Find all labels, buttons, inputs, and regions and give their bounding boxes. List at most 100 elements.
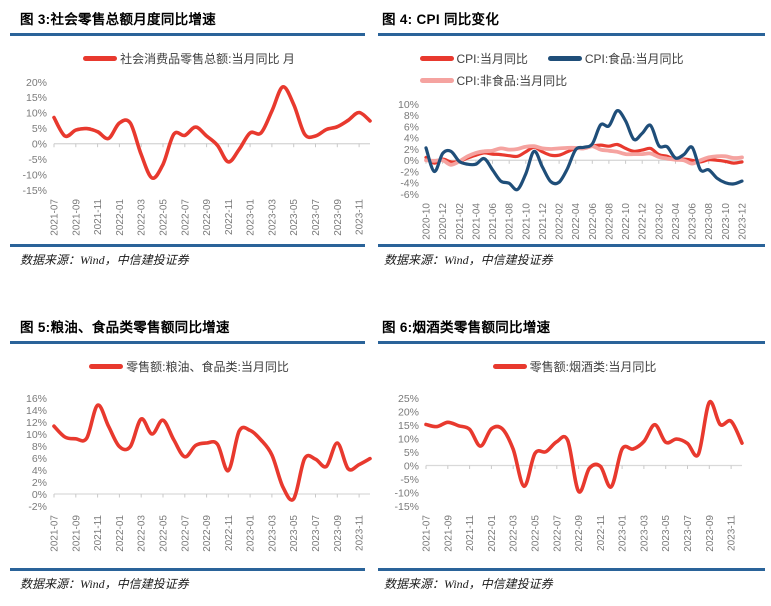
svg-text:2023-11: 2023-11	[727, 514, 738, 550]
svg-text:5%: 5%	[404, 446, 419, 458]
svg-text:2022-05: 2022-05	[159, 514, 170, 551]
svg-text:10%: 10%	[26, 428, 47, 440]
svg-text:2023-07: 2023-07	[311, 198, 322, 235]
panel-fig3: 图 3:社会零售总额月度同比增速 社会消费品零售总额:当月同比 月 20% 15%…	[0, 0, 378, 268]
legend: CPI:当月同比 CPI:食品:当月同比 CPI:非食品:当月同比	[410, 50, 740, 94]
svg-text:2023-11: 2023-11	[355, 198, 366, 234]
svg-text:10%: 10%	[26, 107, 47, 119]
svg-text:-15%: -15%	[394, 500, 419, 512]
svg-text:-6%: -6%	[400, 188, 419, 200]
source-rule	[10, 568, 365, 571]
svg-text:2023-05: 2023-05	[289, 514, 300, 551]
svg-text:2022-04: 2022-04	[571, 202, 582, 239]
svg-text:6%: 6%	[404, 121, 419, 133]
legend-swatch	[547, 56, 582, 61]
source-block: 数据来源：Wind，中信建投证券	[378, 244, 771, 268]
svg-text:2023-05: 2023-05	[289, 198, 300, 235]
svg-text:-10%: -10%	[394, 487, 419, 499]
svg-text:2022-01: 2022-01	[115, 514, 126, 551]
svg-text:5%: 5%	[32, 123, 47, 135]
line-chart-fig6: 25% 20%15% 10%5% 0%-5% -10%-15%2021-07 2021-0…	[394, 392, 744, 551]
svg-text:2022-05: 2022-05	[159, 198, 170, 235]
panel-fig4: 图 4: CPI 同比变化 CPI:当月同比 CPI:食品:当月同比 CPI:非食品…	[378, 0, 771, 268]
svg-text:6%: 6%	[32, 452, 47, 464]
legend-label: CPI:非食品:当月同比	[456, 74, 568, 89]
svg-text:20%: 20%	[398, 406, 419, 418]
svg-text:2022-07: 2022-07	[180, 514, 191, 551]
legend-label: CPI:当月同比	[456, 52, 528, 67]
svg-text:14%: 14%	[26, 404, 47, 416]
svg-text:2021-12: 2021-12	[538, 202, 549, 239]
svg-text:2023-10: 2023-10	[721, 202, 732, 239]
svg-text:2023-02: 2023-02	[654, 202, 665, 239]
svg-text:2022-11: 2022-11	[224, 514, 235, 550]
panel-fig5: 图 5:粮油、食品类零售额同比增速 零售额:粮油、食品类:当月同比 16% 14%…	[0, 308, 378, 592]
svg-text:2023-03: 2023-03	[639, 514, 650, 551]
svg-text:2023-06: 2023-06	[688, 202, 699, 239]
svg-text:2023-01: 2023-01	[618, 514, 629, 551]
svg-text:2020-10: 2020-10	[422, 202, 433, 239]
source-note: 数据来源：Wind，中信建投证券	[384, 253, 553, 267]
legend-swatch	[89, 364, 124, 369]
legend-label: 零售额:粮油、食品类:当月同比	[126, 360, 289, 375]
legend-item: CPI:食品:当月同比	[547, 50, 684, 68]
svg-text:2023-07: 2023-07	[683, 514, 694, 551]
svg-text:2023-08: 2023-08	[704, 202, 715, 239]
svg-text:2%: 2%	[404, 143, 419, 155]
source-rule	[378, 568, 765, 571]
svg-text:4%: 4%	[404, 132, 419, 144]
svg-text:-2%: -2%	[28, 500, 47, 512]
svg-text:2022-06: 2022-06	[588, 202, 599, 239]
source-block: 数据来源：Wind，中信建投证券	[0, 244, 378, 268]
source-note: 数据来源：Wind，中信建投证券	[20, 253, 189, 267]
svg-text:2022-01: 2022-01	[115, 198, 126, 235]
svg-text:2023-03: 2023-03	[267, 514, 278, 551]
legend-swatch	[419, 78, 454, 83]
chart-grid: 图 3:社会零售总额月度同比增速 社会消费品零售总额:当月同比 月 20% 15%…	[0, 0, 771, 592]
title-rule	[378, 33, 765, 36]
svg-text:2022-09: 2022-09	[202, 514, 213, 551]
title-rule	[378, 341, 765, 344]
svg-text:2022-09: 2022-09	[574, 514, 585, 551]
legend-label: CPI:食品:当月同比	[584, 52, 684, 67]
svg-text:2022-03: 2022-03	[137, 514, 148, 551]
svg-text:-5%: -5%	[28, 153, 47, 165]
svg-text:2022-03: 2022-03	[509, 514, 520, 551]
svg-text:2022-09: 2022-09	[202, 198, 213, 235]
svg-text:15%: 15%	[26, 92, 47, 104]
svg-text:2021-06: 2021-06	[488, 202, 499, 239]
svg-text:2022-07: 2022-07	[552, 514, 563, 551]
legend-swatch	[492, 364, 527, 369]
title-rule	[10, 33, 365, 36]
source-block: 数据来源：Wind，中信建投证券	[0, 568, 378, 592]
svg-text:2021-08: 2021-08	[505, 202, 516, 239]
svg-text:2022-01: 2022-01	[487, 514, 498, 551]
legend: 社会消费品零售总额:当月同比 月	[0, 50, 378, 72]
svg-text:10%: 10%	[398, 98, 419, 110]
svg-text:16%: 16%	[26, 392, 47, 404]
svg-text:2023-09: 2023-09	[333, 198, 344, 235]
svg-text:0%: 0%	[404, 460, 419, 472]
svg-text:4%: 4%	[32, 464, 47, 476]
svg-text:2023-04: 2023-04	[671, 202, 682, 239]
svg-text:0%: 0%	[32, 138, 47, 150]
line-chart-fig4: 10%8%6%4%2%0%-2%-4%-6%2020-10 2020-12 2021…	[398, 98, 749, 239]
svg-text:2021-07: 2021-07	[50, 198, 61, 235]
svg-text:2022-05: 2022-05	[531, 514, 542, 551]
svg-text:-15%: -15%	[22, 184, 47, 196]
svg-text:2023-01: 2023-01	[246, 514, 257, 551]
legend-item: 零售额:粮油、食品类:当月同比	[89, 358, 289, 376]
svg-text:12%: 12%	[26, 416, 47, 428]
panel-title: 图 6:烟酒类零售额同比增速	[382, 320, 551, 335]
legend-swatch	[419, 56, 454, 61]
legend: 零售额:烟酒类:当月同比	[378, 358, 771, 380]
legend-label: 零售额:烟酒类:当月同比	[529, 360, 657, 375]
svg-text:2021-09: 2021-09	[443, 514, 454, 551]
panel-fig6: 图 6:烟酒类零售额同比增速 零售额:烟酒类:当月同比 25% 20% 15% 10%…	[378, 308, 771, 592]
svg-text:2022-08: 2022-08	[604, 202, 615, 239]
legend-item: 社会消费品零售总额:当月同比 月	[83, 50, 295, 68]
svg-text:2023-05: 2023-05	[661, 514, 672, 551]
svg-text:2023-03: 2023-03	[267, 198, 278, 235]
svg-text:2021-07: 2021-07	[422, 514, 433, 551]
